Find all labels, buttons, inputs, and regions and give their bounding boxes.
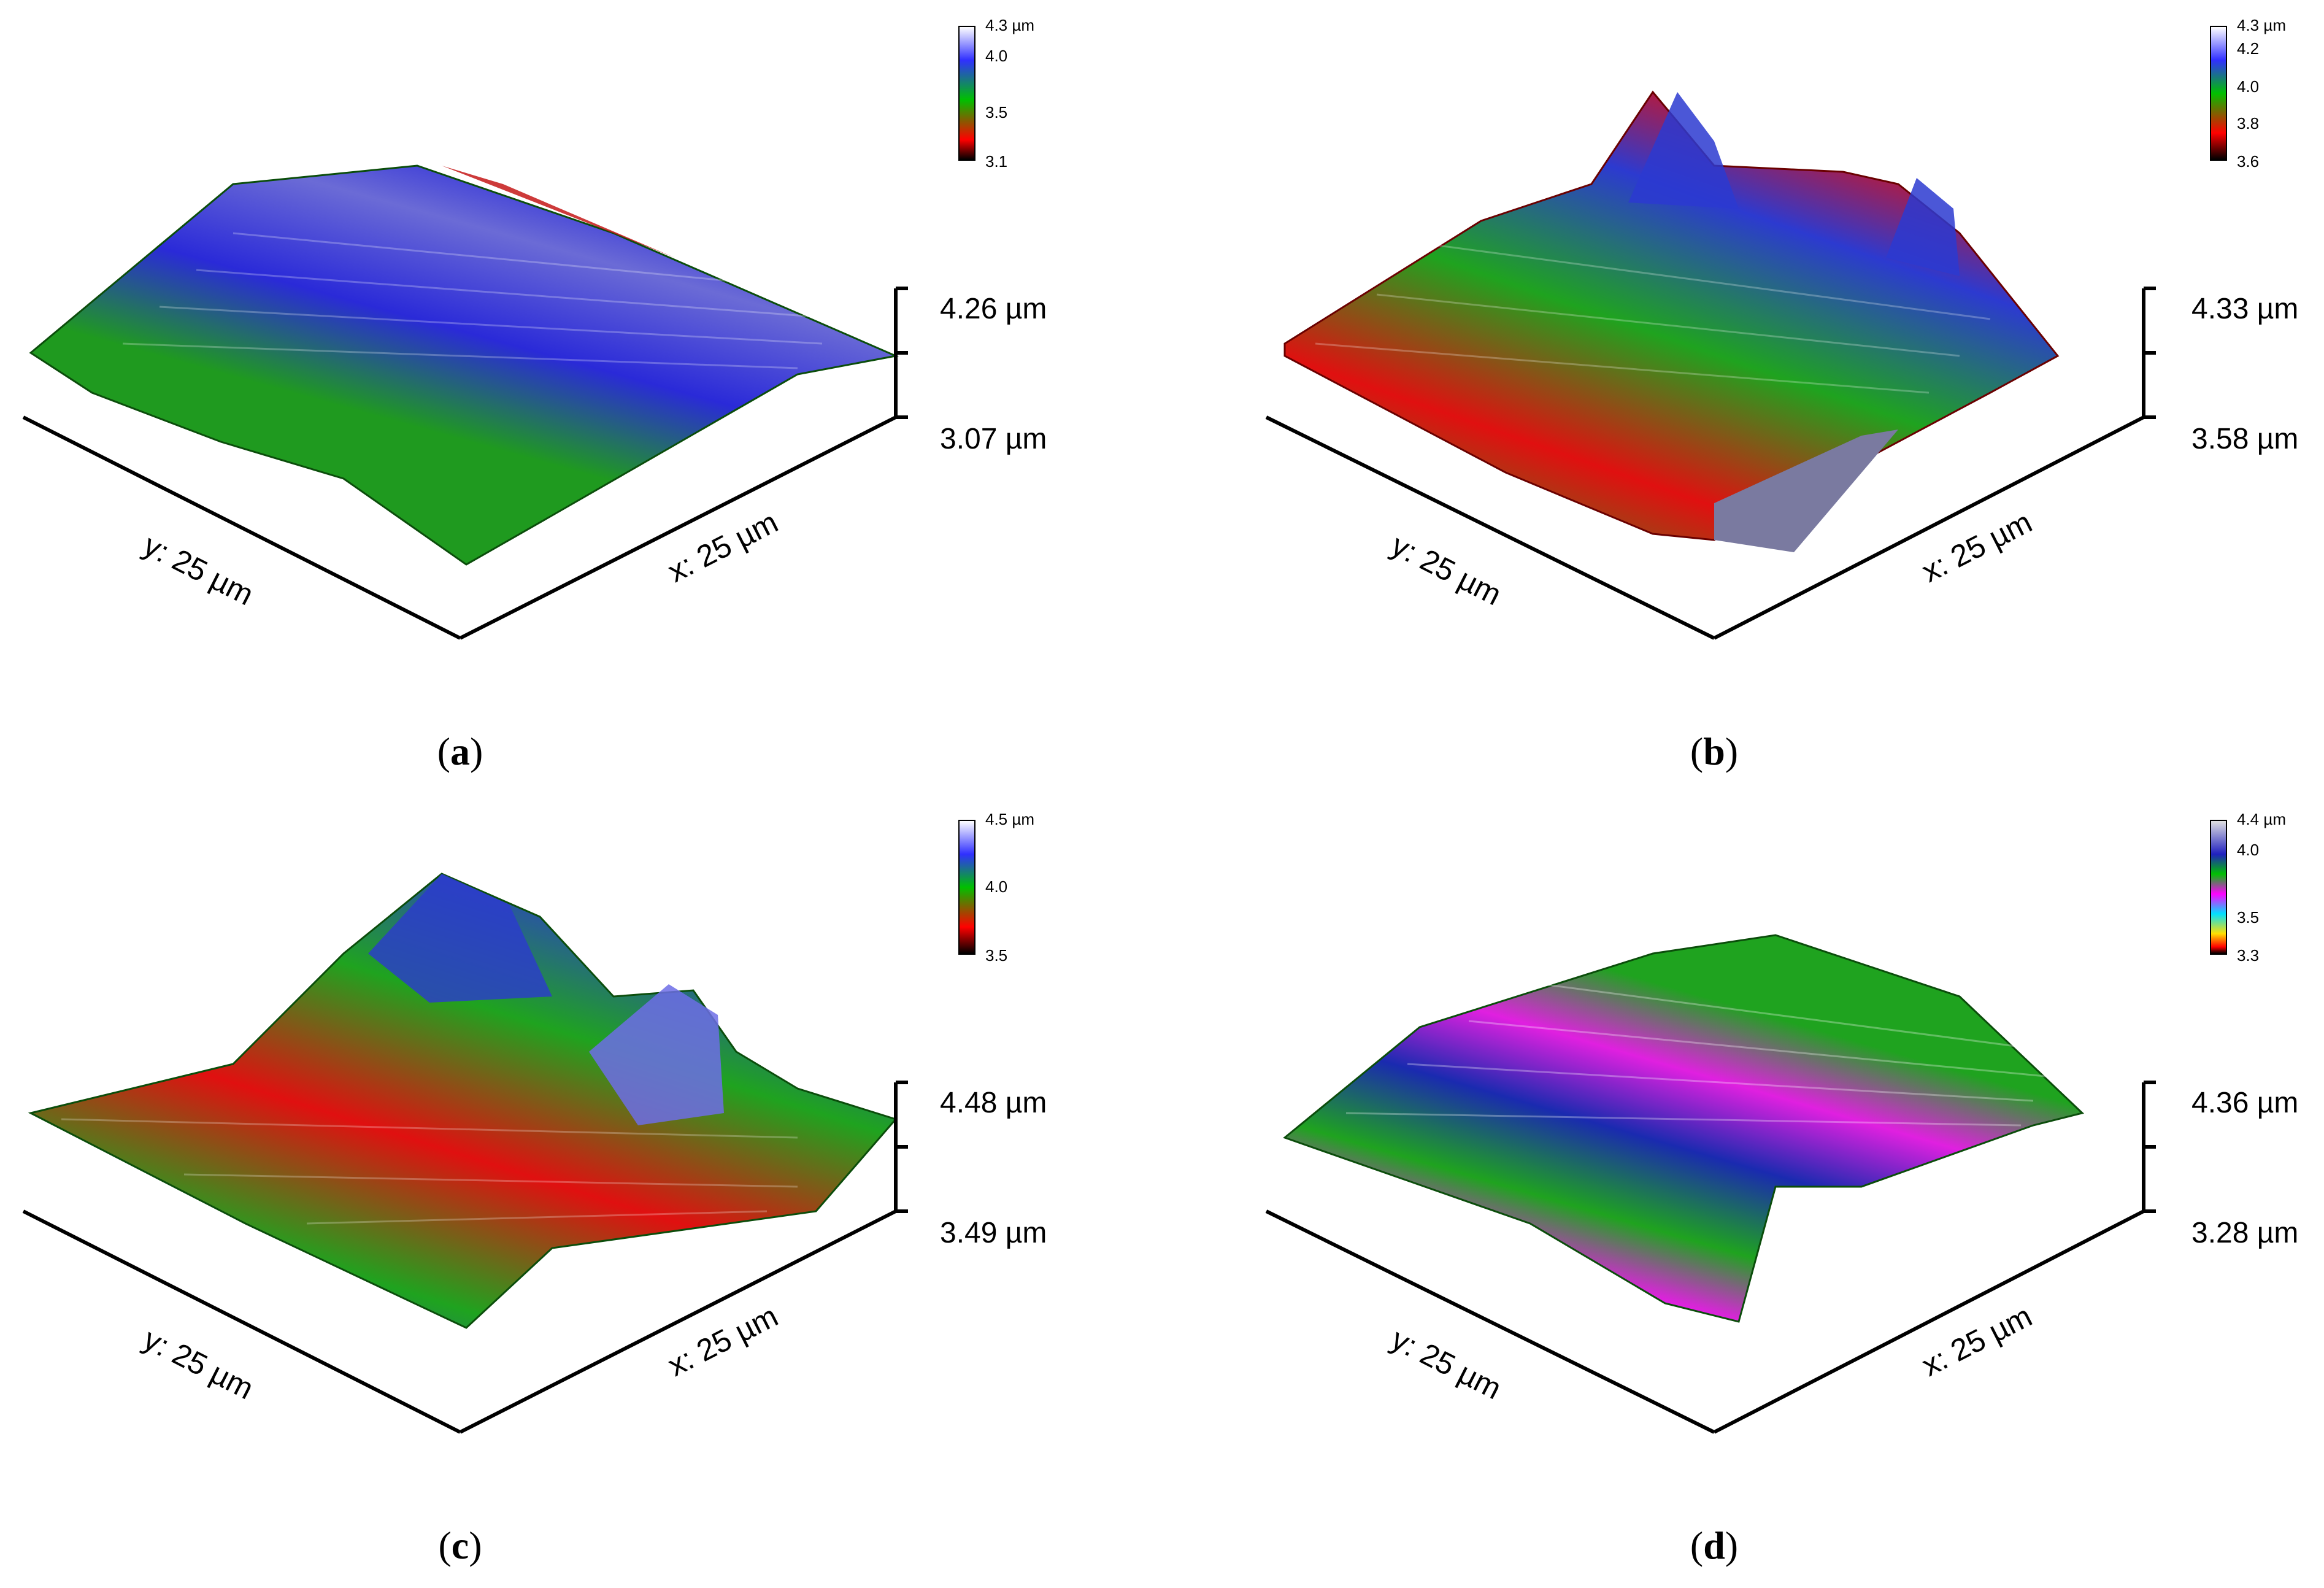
colorbar-a-label-1: 4.0 (985, 47, 1008, 65)
colorbar-b-label-4: 3.6 (2237, 152, 2260, 171)
colorbar-b-label-3: 3.8 (2237, 114, 2260, 133)
axis-y-c (22, 1209, 461, 1434)
z-max-label-b: 4.33 µm (2191, 293, 2299, 325)
colorbar-c-label-1: 4.0 (985, 877, 1008, 896)
z-max-label-c: 4.48 µm (940, 1087, 1047, 1119)
caption-d: (d) (1690, 1524, 1739, 1567)
colorbar-c-label-2: 3.5 (985, 946, 1008, 965)
surface-plot-c: y: 25 µm x: 25 µm (22, 873, 908, 1434)
surface-b (1283, 90, 2060, 541)
caption-letter-c: c (451, 1524, 469, 1567)
caption-c: (c) (438, 1524, 482, 1567)
panel-d: y: 25 µm x: 25 µm 4.4 µm 4.0 3.5 3.3 4.3… (1162, 794, 2324, 1588)
surface-b-peak-2 (1886, 178, 1960, 276)
colorbar-b-label-2: 4.0 (2237, 77, 2260, 96)
colorbar-a-label-3: 3.1 (985, 152, 1008, 171)
colorbar-b-label-0: 4.3 µm (2237, 16, 2287, 34)
surface-c (28, 873, 898, 1329)
x-axis-label-d: x: 25 µm (1917, 1298, 2037, 1382)
colorbar-a-label-0: 4.3 µm (985, 16, 1035, 34)
surface-c-peak-main (368, 874, 552, 1003)
z-min-label-d: 3.28 µm (2191, 1217, 2299, 1249)
y-axis-label-c: y: 25 µm (138, 1322, 259, 1406)
colorbar-b (2210, 26, 2227, 161)
axis-x-d (1713, 1209, 2145, 1434)
z-min-label-b: 3.58 µm (2191, 423, 2299, 455)
colorbar-c-label-0: 4.5 µm (985, 810, 1035, 828)
panel-a: y: 25 µm x: 25 µm 4.3 µm 4.0 3.5 3.1 4.2… (0, 0, 1162, 794)
colorbar-d-label-3: 3.3 (2237, 946, 2260, 965)
z-min-label-c: 3.49 µm (940, 1217, 1047, 1249)
surface-plot-d: y: 25 µm x: 25 µm (1265, 934, 2156, 1434)
colorbar-c (958, 820, 975, 955)
colorbar-d (2210, 820, 2227, 955)
surface-plot-a: y: 25 µm x: 25 µm (22, 164, 908, 640)
axis-x-a (459, 415, 897, 640)
surface-d (1282, 934, 2085, 1323)
caption-letter-a: a (450, 730, 470, 773)
surface-b-peak-1 (1628, 92, 1739, 209)
surface-b-front-wall (1714, 430, 1898, 552)
colorbar-d-label-2: 3.5 (2237, 908, 2260, 927)
caption-a: (a) (437, 730, 483, 773)
caption-b: (b) (1690, 730, 1739, 773)
x-axis-label-c: x: 25 µm (663, 1298, 783, 1382)
surface-a (29, 164, 899, 566)
axis-x-b (1713, 415, 2145, 640)
y-axis-label-a: y: 25 µm (138, 528, 259, 612)
z-max-label-a: 4.26 µm (940, 293, 1047, 325)
surface-c-peak-side (589, 984, 724, 1125)
axis-y-b (1265, 415, 1715, 640)
caption-letter-b: b (1703, 730, 1725, 773)
y-axis-label-b: y: 25 µm (1386, 528, 1507, 612)
panel-c: y: 25 µm x: 25 µm 4.5 µm 4.0 3.5 4.48 µm… (0, 794, 1162, 1588)
axis-x-c (459, 1209, 897, 1434)
surface-plot-b: y: 25 µm x: 25 µm (1265, 90, 2156, 640)
colorbar-a-label-2: 3.5 (985, 103, 1008, 121)
colorbar-a (958, 26, 975, 161)
y-axis-label-d: y: 25 µm (1386, 1322, 1507, 1406)
colorbar-d-label-1: 4.0 (2237, 841, 2260, 859)
colorbar-b-label-1: 4.2 (2237, 39, 2260, 58)
panel-b: y: 25 µm x: 25 µm 4.3 µm 4.2 4.0 3.8 3.6… (1162, 0, 2324, 794)
x-axis-label-a: x: 25 µm (663, 504, 783, 588)
caption-letter-d: d (1703, 1524, 1725, 1567)
axis-y-d (1265, 1209, 1715, 1434)
x-axis-label-b: x: 25 µm (1917, 504, 2037, 588)
axis-y-a (22, 415, 461, 640)
colorbar-d-label-0: 4.4 µm (2237, 810, 2287, 828)
z-max-label-d: 4.36 µm (2191, 1087, 2299, 1119)
z-min-label-a: 3.07 µm (940, 423, 1047, 455)
